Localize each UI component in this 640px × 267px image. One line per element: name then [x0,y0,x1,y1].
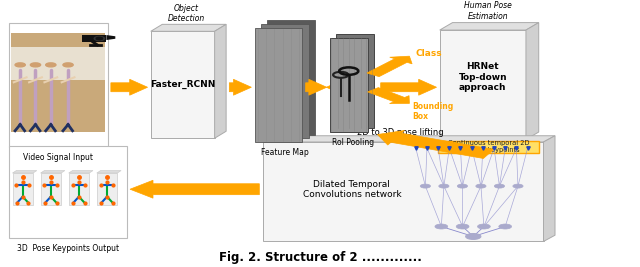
Circle shape [30,63,40,67]
Text: Object
Detection: Object Detection [168,4,205,23]
Polygon shape [543,136,555,241]
Text: Dilated Temporal
Convolutions network: Dilated Temporal Convolutions network [303,179,401,199]
FancyBboxPatch shape [40,173,61,205]
Circle shape [15,63,26,67]
FancyBboxPatch shape [336,34,374,128]
Polygon shape [306,79,326,95]
Circle shape [476,184,486,188]
FancyBboxPatch shape [255,28,303,142]
FancyBboxPatch shape [12,33,105,132]
Text: Human Pose
Estimation: Human Pose Estimation [464,1,512,21]
Text: 3D  Pose Keypoints Output: 3D Pose Keypoints Output [17,244,119,253]
FancyBboxPatch shape [440,30,526,139]
Polygon shape [262,136,555,142]
Polygon shape [526,23,539,139]
Polygon shape [381,79,436,95]
FancyBboxPatch shape [330,38,368,132]
Text: Faster_RCNN: Faster_RCNN [150,80,216,89]
Polygon shape [214,24,226,138]
FancyBboxPatch shape [68,173,89,205]
Polygon shape [97,171,121,173]
FancyBboxPatch shape [82,35,106,42]
Circle shape [466,233,481,239]
Circle shape [435,224,448,229]
Text: RoI Pooling: RoI Pooling [332,138,374,147]
Polygon shape [40,171,65,173]
Circle shape [45,63,56,67]
Circle shape [477,224,490,229]
Circle shape [513,184,523,188]
Circle shape [494,184,504,188]
FancyBboxPatch shape [9,23,108,147]
Polygon shape [111,79,148,95]
Circle shape [499,224,511,229]
Circle shape [420,184,431,188]
Circle shape [94,37,104,41]
Polygon shape [440,23,539,30]
Text: Bounding
Box: Bounding Box [413,102,454,121]
FancyBboxPatch shape [262,142,543,241]
Text: Fig. 2. Structure of 2 .............: Fig. 2. Structure of 2 ............. [219,251,421,264]
Circle shape [96,37,102,40]
FancyBboxPatch shape [12,48,105,80]
Text: 2D to 3D pose lifting: 2D to 3D pose lifting [356,128,443,138]
Polygon shape [151,24,226,31]
Polygon shape [68,171,93,173]
Polygon shape [368,88,410,104]
Circle shape [456,224,469,229]
Text: Continuous temporal 2D
skeleton keypoints: Continuous temporal 2D skeleton keypoint… [448,140,529,153]
FancyBboxPatch shape [336,66,355,103]
Text: Feature Map: Feature Map [261,148,308,157]
Polygon shape [229,79,252,95]
Polygon shape [378,131,494,158]
Polygon shape [326,79,356,95]
FancyBboxPatch shape [151,31,214,138]
Polygon shape [13,171,36,173]
Polygon shape [106,35,115,40]
Polygon shape [367,56,412,77]
Circle shape [458,184,467,188]
FancyBboxPatch shape [438,141,539,153]
Polygon shape [130,180,259,198]
Text: HRNet
Top-down
approach: HRNet Top-down approach [458,62,507,92]
FancyBboxPatch shape [97,173,117,205]
Circle shape [63,63,73,67]
FancyBboxPatch shape [9,146,127,238]
FancyBboxPatch shape [261,24,309,138]
Text: Class: Class [416,49,442,58]
Text: Video Signal Input: Video Signal Input [23,153,93,162]
FancyBboxPatch shape [268,20,316,135]
Circle shape [439,184,449,188]
FancyBboxPatch shape [13,173,33,205]
FancyBboxPatch shape [331,69,350,106]
